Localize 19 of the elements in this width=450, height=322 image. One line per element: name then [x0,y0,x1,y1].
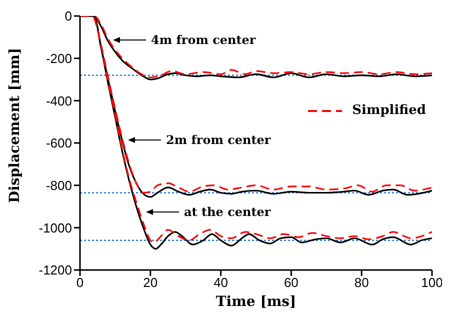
x-tick-label: 60 [284,275,298,290]
x-tick-label: 100 [421,275,443,290]
x-tick-label: 0 [76,275,84,290]
y-tick-label: -200 [46,50,72,66]
y-tick-label: -1000 [38,220,72,236]
x-tick-label: 80 [354,275,369,290]
annotation: 4m from center [151,33,256,47]
legend-label: Simplified [352,103,426,118]
x-tick-label: 20 [143,275,158,290]
y-tick-label: -1200 [38,262,72,278]
y-tick-label: -600 [46,136,72,151]
y-axis-title: Displacement [mm] [6,48,23,203]
x-axis-title: Time [ms] [216,294,296,310]
x-tick-label: 40 [214,275,228,290]
annotation: at the center [184,205,272,219]
y-tick-label: 0 [64,8,72,24]
y-tick-label: -800 [46,178,72,193]
annotation: 2m from center [166,133,272,147]
y-tick-label: -400 [46,93,72,108]
